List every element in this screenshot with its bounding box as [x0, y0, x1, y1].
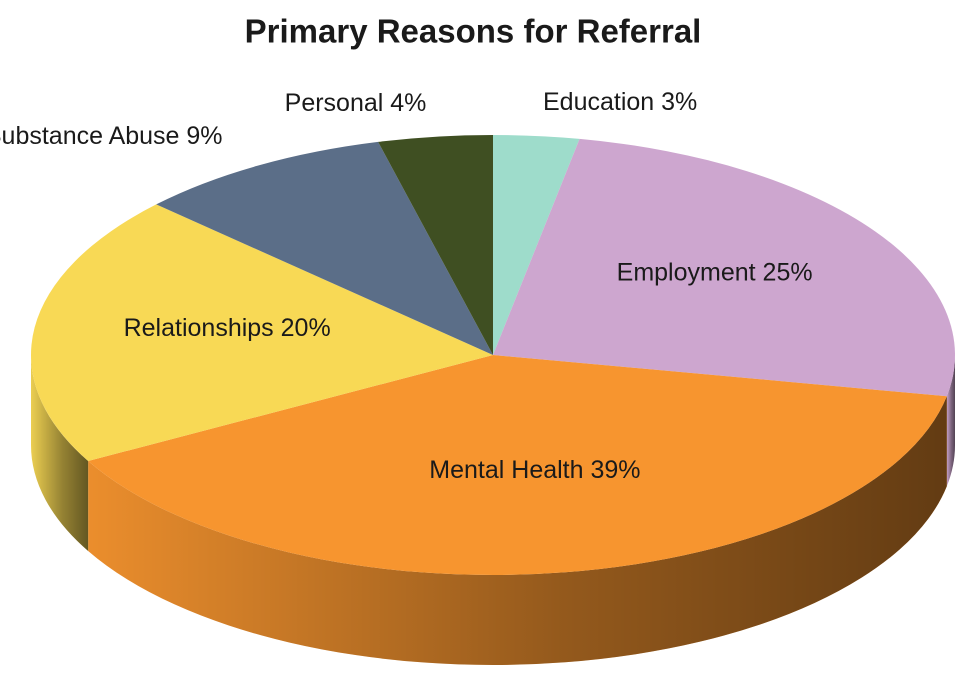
slice-label-value: 25%: [763, 258, 813, 286]
slice-label: Mental Health 39%: [429, 456, 640, 484]
slice-side-shade: [88, 396, 947, 665]
slice-label-value: 20%: [281, 314, 331, 342]
slice-label-name: Mental Health: [429, 456, 583, 484]
slice-label-value: 39%: [590, 456, 640, 484]
slice: [88, 355, 947, 575]
slice-label-name: Relationships: [124, 314, 274, 342]
slice: [378, 135, 493, 355]
slice-label-name: Education: [543, 88, 654, 116]
slice-label-name: Substance Abuse: [0, 122, 179, 150]
slice: [493, 135, 580, 355]
slice-label-value: 4%: [390, 89, 426, 117]
slice-label-name: Employment: [617, 258, 756, 286]
slice: [493, 138, 955, 397]
slice: [156, 141, 493, 355]
slice-side-shade: [946, 355, 955, 487]
slice-label: Personal 4%: [285, 89, 427, 117]
slice-side-shade: [31, 355, 89, 551]
slice-label-name: Personal: [285, 89, 384, 117]
slice-label: Substance Abuse 9%: [0, 122, 223, 150]
chart-title: Primary Reasons for Referral: [245, 13, 702, 50]
slice-label: Relationships 20%: [124, 314, 331, 342]
slice-label: Employment 25%: [617, 258, 813, 286]
slice: [31, 204, 494, 461]
slice-label-value: 9%: [186, 122, 222, 150]
slice-label-value: 3%: [661, 88, 697, 116]
slice-label: Education 3%: [543, 88, 697, 116]
